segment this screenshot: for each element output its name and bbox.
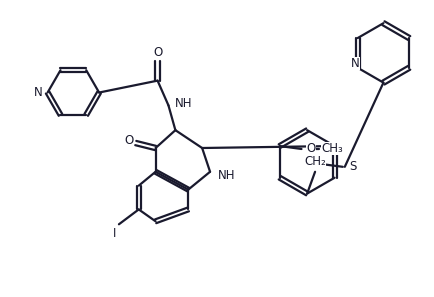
Text: N: N [352,57,360,70]
Text: CH₂: CH₂ [304,155,326,168]
Text: O: O [124,134,134,147]
Text: N: N [34,86,43,99]
Text: I: I [113,227,117,240]
Text: O: O [153,46,162,59]
Text: NH: NH [218,169,236,182]
Text: CH₃: CH₃ [321,143,343,156]
Text: O: O [306,143,316,156]
Text: NH: NH [174,97,192,110]
Text: S: S [349,160,356,173]
